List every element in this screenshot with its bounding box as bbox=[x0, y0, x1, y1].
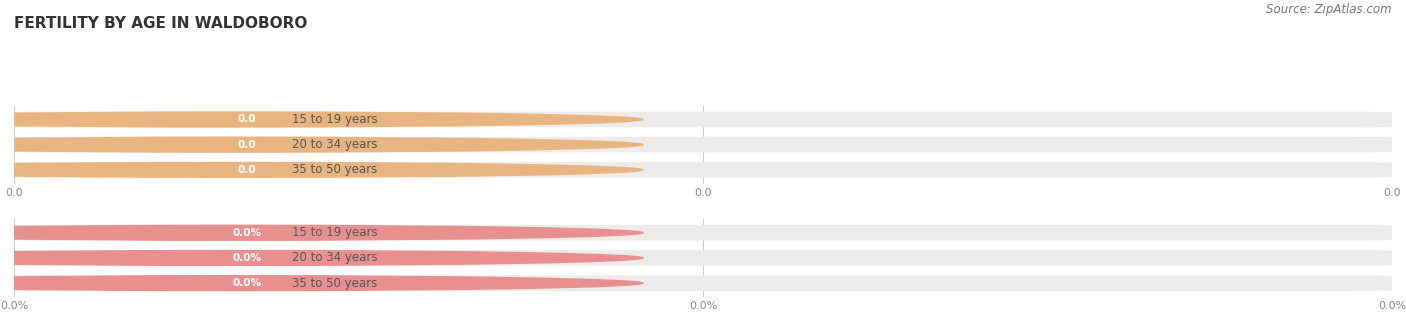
Text: 0.0: 0.0 bbox=[238, 165, 256, 175]
Circle shape bbox=[0, 250, 643, 265]
FancyBboxPatch shape bbox=[214, 277, 280, 289]
FancyBboxPatch shape bbox=[214, 114, 280, 125]
FancyBboxPatch shape bbox=[214, 139, 280, 150]
FancyBboxPatch shape bbox=[14, 250, 283, 266]
Text: 0.0: 0.0 bbox=[238, 140, 256, 150]
Text: 0.0: 0.0 bbox=[238, 115, 256, 124]
FancyBboxPatch shape bbox=[14, 225, 1392, 241]
FancyBboxPatch shape bbox=[14, 162, 1392, 178]
FancyBboxPatch shape bbox=[14, 225, 283, 241]
FancyBboxPatch shape bbox=[214, 164, 280, 176]
FancyBboxPatch shape bbox=[14, 275, 1392, 291]
Text: 15 to 19 years: 15 to 19 years bbox=[292, 226, 378, 239]
Text: Source: ZipAtlas.com: Source: ZipAtlas.com bbox=[1267, 3, 1392, 16]
FancyBboxPatch shape bbox=[14, 112, 283, 127]
FancyBboxPatch shape bbox=[14, 162, 283, 178]
Text: 35 to 50 years: 35 to 50 years bbox=[292, 163, 377, 176]
Text: 0.0%: 0.0% bbox=[232, 278, 262, 288]
FancyBboxPatch shape bbox=[214, 227, 280, 239]
Text: 15 to 19 years: 15 to 19 years bbox=[292, 113, 378, 126]
Text: 0.0%: 0.0% bbox=[232, 228, 262, 238]
Text: 20 to 34 years: 20 to 34 years bbox=[292, 251, 377, 264]
Circle shape bbox=[0, 162, 643, 177]
Text: 0.0%: 0.0% bbox=[232, 253, 262, 263]
FancyBboxPatch shape bbox=[14, 137, 1392, 152]
Circle shape bbox=[0, 112, 643, 127]
Text: 20 to 34 years: 20 to 34 years bbox=[292, 138, 377, 151]
Circle shape bbox=[0, 137, 643, 152]
Circle shape bbox=[0, 276, 643, 290]
Text: 35 to 50 years: 35 to 50 years bbox=[292, 277, 377, 290]
FancyBboxPatch shape bbox=[14, 275, 283, 291]
FancyBboxPatch shape bbox=[214, 252, 280, 264]
FancyBboxPatch shape bbox=[14, 250, 1392, 266]
Text: FERTILITY BY AGE IN WALDOBORO: FERTILITY BY AGE IN WALDOBORO bbox=[14, 16, 308, 31]
FancyBboxPatch shape bbox=[14, 137, 283, 152]
Circle shape bbox=[0, 225, 643, 240]
FancyBboxPatch shape bbox=[14, 112, 1392, 127]
